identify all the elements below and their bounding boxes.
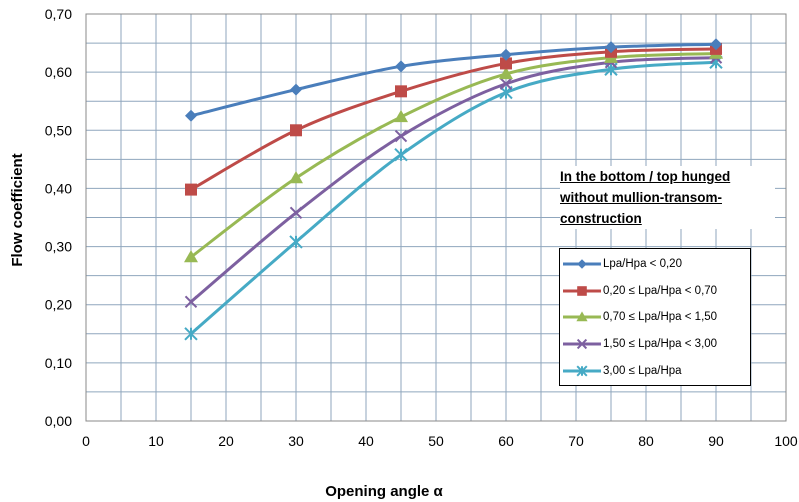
x-axis-title: Opening angle α xyxy=(325,483,443,500)
x-tick-label: 40 xyxy=(358,433,374,449)
annotation-line: construction xyxy=(560,211,642,226)
data-point xyxy=(499,77,513,90)
y-tick-label: 0,20 xyxy=(45,297,72,313)
series-line xyxy=(190,42,717,118)
data-point xyxy=(290,83,302,96)
x-tick-label: 100 xyxy=(774,433,798,449)
legend-swatch xyxy=(563,338,601,350)
series-0 xyxy=(185,38,722,122)
series-2 xyxy=(184,46,723,263)
x-tick-label: 50 xyxy=(428,433,444,449)
data-point xyxy=(184,327,198,341)
series-line xyxy=(190,60,717,335)
data-point xyxy=(576,311,588,322)
legend-label: Lpa/Hpa < 0,20 xyxy=(603,258,682,271)
legend-item: 0,70 ≤ Lpa/Hpa < 1,50 xyxy=(560,304,750,331)
legend-item: Lpa/Hpa < 0,20 xyxy=(560,251,750,278)
legend: Lpa/Hpa < 0,20 0,20 ≤ Lpa/Hpa < 0,70 0,7… xyxy=(559,248,751,386)
y-tick-label: 0,00 xyxy=(45,413,72,429)
x-axis-ticks: 0 10 20 30 40 50 60 70 80 90 100 xyxy=(82,433,798,449)
data-point xyxy=(185,109,197,122)
x-tick-label: 90 xyxy=(708,433,724,449)
legend-swatch xyxy=(563,286,601,296)
data-point xyxy=(395,85,407,98)
x-tick-label: 20 xyxy=(218,433,234,449)
series-line xyxy=(190,56,717,303)
legend-item: 1,50 ≤ Lpa/Hpa < 3,00 xyxy=(560,331,750,358)
chart-annotation: In the bottom / top hunged without mulli… xyxy=(560,166,775,229)
data-point xyxy=(710,38,722,51)
data-point xyxy=(500,48,512,61)
legend-label: 3,00 ≤ Lpa/Hpa xyxy=(603,364,682,377)
y-tick-label: 0,60 xyxy=(45,64,72,80)
series-1 xyxy=(185,42,722,196)
data-point xyxy=(394,109,408,123)
data-point xyxy=(289,170,303,184)
data-point xyxy=(576,365,588,377)
data-point xyxy=(289,235,303,249)
data-point xyxy=(289,206,303,220)
legend-swatch xyxy=(563,259,601,270)
x-tick-label: 0 xyxy=(82,433,90,449)
legend-swatch xyxy=(563,311,601,322)
legend-item: 0,20 ≤ Lpa/Hpa < 0,70 xyxy=(560,278,750,305)
annotation-line: In the bottom / top hunged xyxy=(560,169,731,184)
series-line xyxy=(190,47,717,191)
y-axis-ticks: 0,00 0,10 0,20 0,30 0,40 0,50 0,60 0,70 xyxy=(45,6,72,429)
data-point xyxy=(185,183,197,196)
data-point xyxy=(184,295,198,309)
y-tick-label: 0,30 xyxy=(45,239,72,255)
data-point xyxy=(290,124,302,137)
data-point xyxy=(576,338,588,350)
data-point xyxy=(605,41,617,54)
y-tick-label: 0,10 xyxy=(45,355,72,371)
annotation-line: without mullion-transom- xyxy=(560,190,722,205)
legend-label: 1,50 ≤ Lpa/Hpa < 3,00 xyxy=(603,338,718,351)
y-tick-label: 0,50 xyxy=(45,122,72,138)
legend-item: 3,00 ≤ Lpa/Hpa xyxy=(560,357,750,384)
x-tick-label: 10 xyxy=(148,433,164,449)
legend-label: 0,20 ≤ Lpa/Hpa < 0,70 xyxy=(603,284,718,297)
data-point xyxy=(500,57,512,70)
series-layer xyxy=(184,38,723,341)
data-point xyxy=(577,259,587,270)
data-point xyxy=(577,286,587,296)
series-line xyxy=(190,52,717,259)
data-point xyxy=(395,60,407,73)
data-point xyxy=(499,66,513,80)
y-tick-label: 0,70 xyxy=(45,6,72,22)
x-tick-label: 60 xyxy=(498,433,514,449)
x-tick-label: 80 xyxy=(638,433,654,449)
legend-swatch xyxy=(563,365,601,377)
legend-label: 0,70 ≤ Lpa/Hpa < 1,50 xyxy=(603,311,718,324)
y-tick-label: 0,40 xyxy=(45,180,72,196)
y-axis-title: Flow coefficient xyxy=(9,153,26,266)
x-tick-label: 70 xyxy=(568,433,584,449)
data-point xyxy=(394,129,408,143)
data-point xyxy=(184,250,198,263)
plot-border xyxy=(85,13,787,422)
data-point xyxy=(394,147,408,162)
x-tick-label: 30 xyxy=(288,433,304,449)
